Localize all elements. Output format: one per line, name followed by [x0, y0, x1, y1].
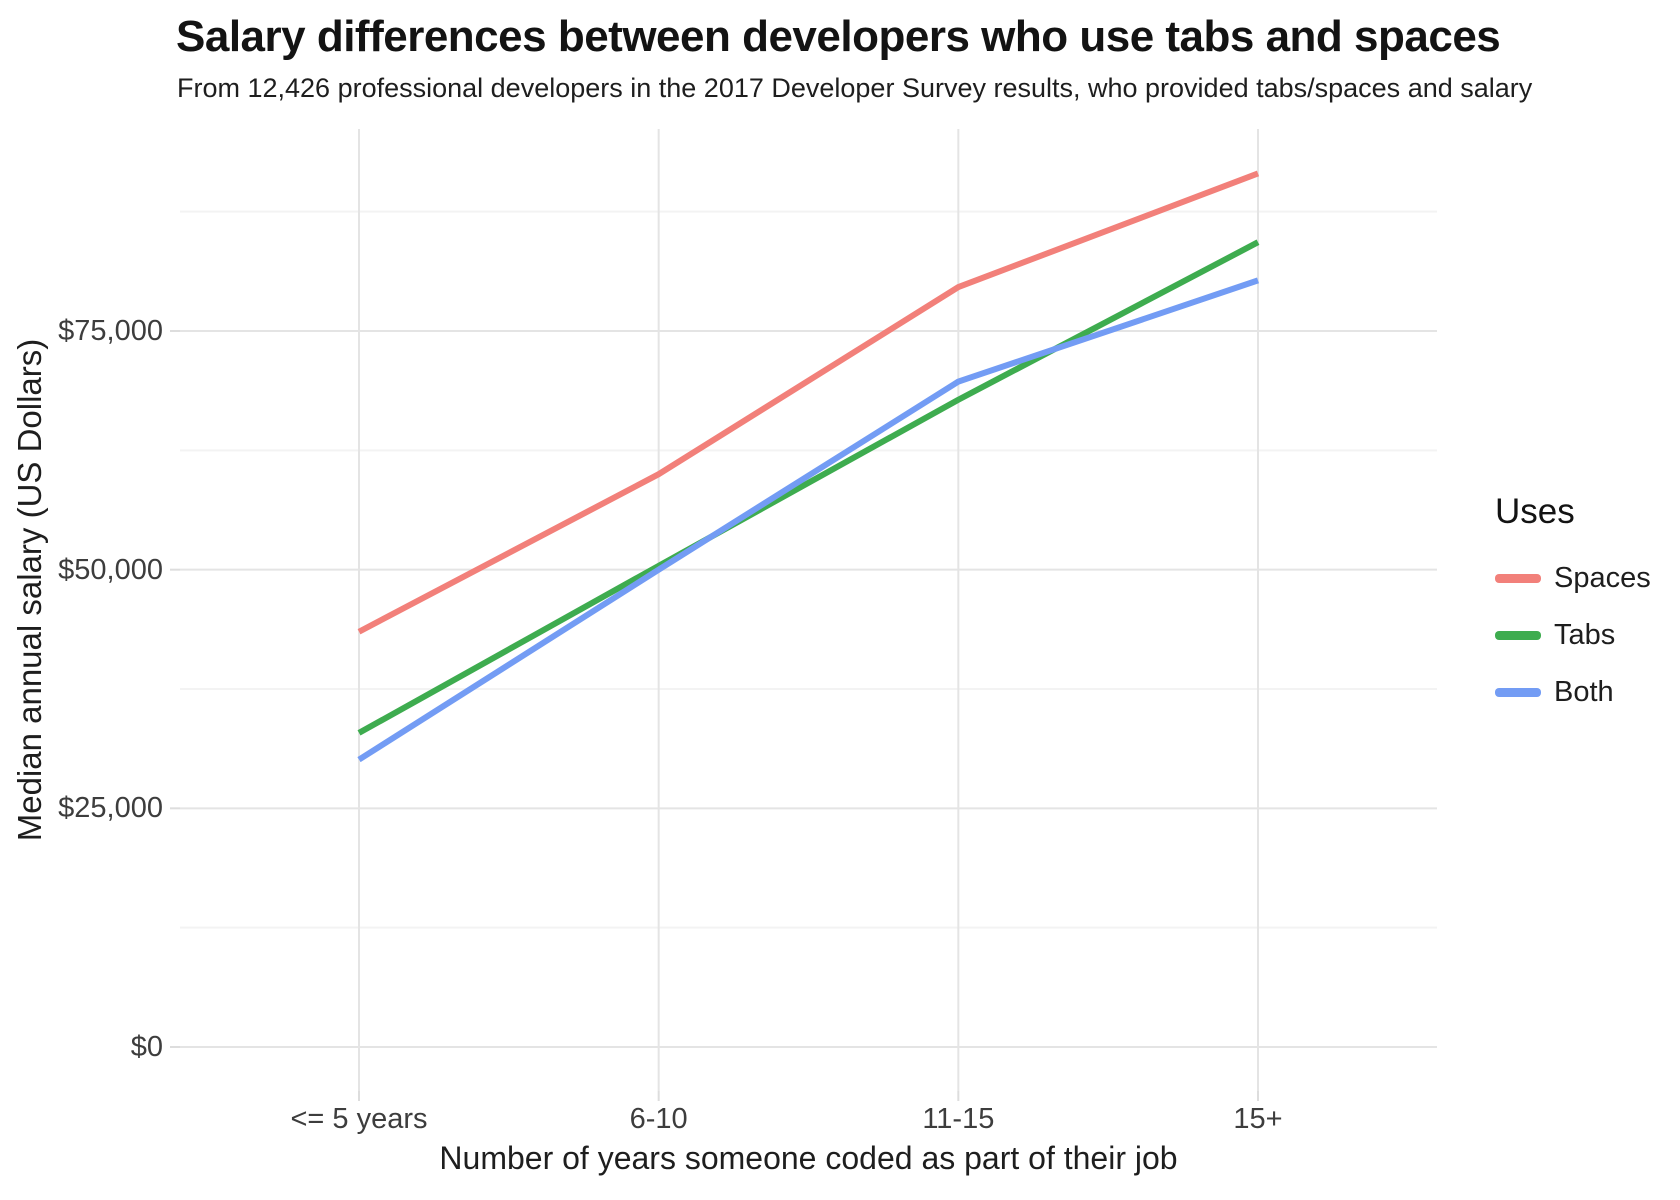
y-tick-label: $25,000 [58, 792, 163, 825]
legend-swatch-icon [1495, 574, 1541, 583]
x-tick-label: 11-15 [922, 1103, 995, 1135]
x-axis-title: Number of years someone coded as part of… [439, 1140, 1178, 1176]
x-tick-label: <= 5 years [290, 1103, 428, 1135]
x-tick-label: 15+ [1233, 1103, 1283, 1135]
legend-label: Tabs [1554, 619, 1616, 651]
x-tick-label: 6-10 [629, 1103, 688, 1135]
legend-entries: Spaces Tabs Both [1495, 550, 1651, 721]
legend-entry-tabs: Tabs [1495, 607, 1651, 664]
legend-swatch-icon [1495, 688, 1541, 697]
series-line-tabs [357, 239, 1260, 736]
legend-entry-spaces: Spaces [1495, 550, 1651, 607]
chart-title: Salary differences between developers wh… [176, 12, 1501, 61]
series-line-spaces [357, 170, 1260, 635]
legend-title: Uses [1495, 492, 1575, 531]
legend-entry-both: Both [1495, 664, 1651, 721]
chart-subtitle: From 12,426 professional developers in t… [177, 73, 1533, 103]
y-axis-title: Median annual salary (US Dollars) [11, 338, 48, 842]
y-tick-label: $50,000 [58, 553, 163, 586]
legend-swatch-icon [1495, 631, 1541, 640]
series-line-both [357, 277, 1259, 763]
legend: Uses Spaces Tabs Both [1495, 492, 1651, 721]
legend-label: Both [1554, 676, 1614, 708]
y-tick-label: $0 [130, 1031, 163, 1063]
y-tick-label: $75,000 [58, 315, 163, 347]
legend-label: Spaces [1554, 562, 1651, 594]
